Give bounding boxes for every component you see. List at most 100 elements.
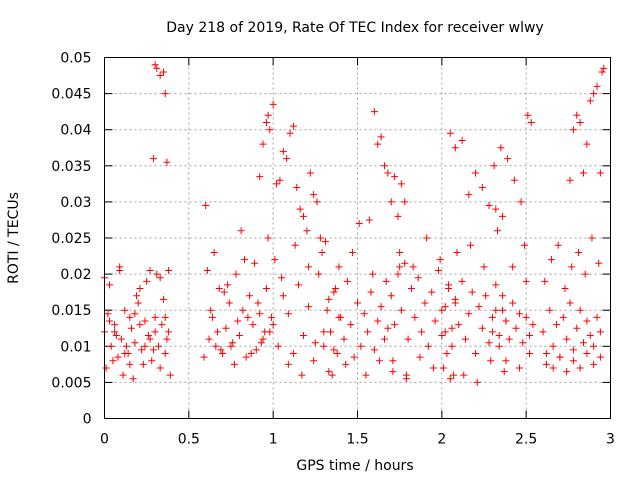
data-point	[596, 169, 604, 177]
data-point	[149, 346, 157, 354]
data-point	[509, 263, 517, 271]
data-point	[362, 371, 370, 379]
data-point	[566, 299, 574, 307]
data-point	[131, 339, 139, 347]
data-point	[431, 317, 439, 325]
data-point	[482, 292, 490, 300]
data-point	[478, 324, 486, 332]
data-point	[227, 342, 235, 350]
y-tick-labels: 0 0.005 0.01 0.015 0.02 0.025 0.03 0.035 0.04 0.0…	[51, 51, 91, 428]
data-point	[590, 360, 598, 368]
data-point	[214, 328, 222, 336]
data-point	[365, 216, 373, 224]
data-point	[549, 342, 557, 350]
data-point	[267, 313, 275, 321]
data-point	[212, 342, 220, 350]
data-point	[380, 162, 388, 170]
plot-frame	[104, 57, 611, 419]
data-point	[380, 335, 388, 343]
data-point	[330, 288, 338, 296]
data-point	[364, 328, 372, 336]
data-point	[563, 335, 571, 343]
data-point	[303, 227, 311, 235]
data-point	[598, 68, 606, 76]
data-point	[569, 126, 577, 134]
data-point	[416, 353, 424, 361]
data-point	[468, 288, 476, 296]
data-point	[556, 353, 564, 361]
data-point	[549, 364, 557, 372]
data-point	[478, 183, 486, 191]
data-point	[492, 281, 500, 289]
data-point	[289, 122, 297, 130]
data-point	[161, 350, 169, 358]
data-point	[328, 371, 336, 379]
data-point	[502, 357, 510, 365]
data-point	[149, 155, 157, 163]
data-point	[205, 335, 213, 343]
data-point	[450, 371, 458, 379]
data-point	[396, 248, 404, 256]
data-point	[158, 321, 166, 329]
data-point	[133, 292, 141, 300]
data-point	[111, 321, 119, 329]
data-point	[160, 68, 168, 76]
data-point	[220, 288, 228, 296]
data-point	[262, 285, 270, 293]
data-point	[409, 263, 417, 271]
data-point	[370, 108, 378, 116]
data-point	[370, 346, 378, 354]
data-point	[434, 266, 442, 274]
data-point	[286, 129, 294, 137]
data-point	[261, 328, 269, 336]
data-point	[583, 350, 591, 358]
data-point	[384, 169, 392, 177]
data-point	[472, 169, 480, 177]
data-point	[259, 335, 267, 343]
data-point	[165, 328, 173, 336]
data-point	[153, 64, 161, 72]
data-point	[138, 346, 146, 354]
data-point	[488, 328, 496, 336]
data-point	[424, 342, 432, 350]
data-point	[515, 364, 523, 372]
data-point	[107, 342, 115, 350]
data-point	[342, 360, 350, 368]
data-point	[455, 321, 463, 329]
data-point	[377, 303, 385, 311]
data-point	[320, 342, 328, 350]
data-point	[568, 263, 576, 271]
data-point	[337, 313, 345, 321]
data-point	[106, 317, 114, 325]
data-point	[111, 328, 119, 336]
data-point	[102, 364, 110, 372]
data-point	[257, 339, 265, 347]
data-point	[391, 321, 399, 329]
data-point	[438, 331, 446, 339]
data-point	[441, 303, 449, 311]
data-point	[377, 133, 385, 141]
data-point	[396, 263, 404, 271]
data-point	[325, 295, 333, 303]
data-point	[242, 353, 250, 361]
data-point	[583, 317, 591, 325]
data-point	[576, 306, 584, 314]
data-point	[367, 288, 375, 296]
data-point	[502, 317, 510, 325]
data-point	[293, 183, 301, 191]
data-point	[369, 270, 377, 278]
data-point	[465, 310, 473, 318]
data-point	[300, 331, 308, 339]
data-point	[593, 313, 601, 321]
data-point	[499, 212, 507, 220]
data-point	[247, 350, 255, 358]
x-tick-label: 0.5	[178, 432, 200, 448]
data-point	[254, 299, 262, 307]
data-point	[259, 140, 267, 148]
data-point	[354, 299, 361, 307]
data-point	[219, 350, 227, 358]
data-point	[208, 313, 216, 321]
y-tick-label: 0.005	[51, 375, 91, 391]
data-point	[382, 277, 390, 285]
data-point	[561, 285, 569, 293]
